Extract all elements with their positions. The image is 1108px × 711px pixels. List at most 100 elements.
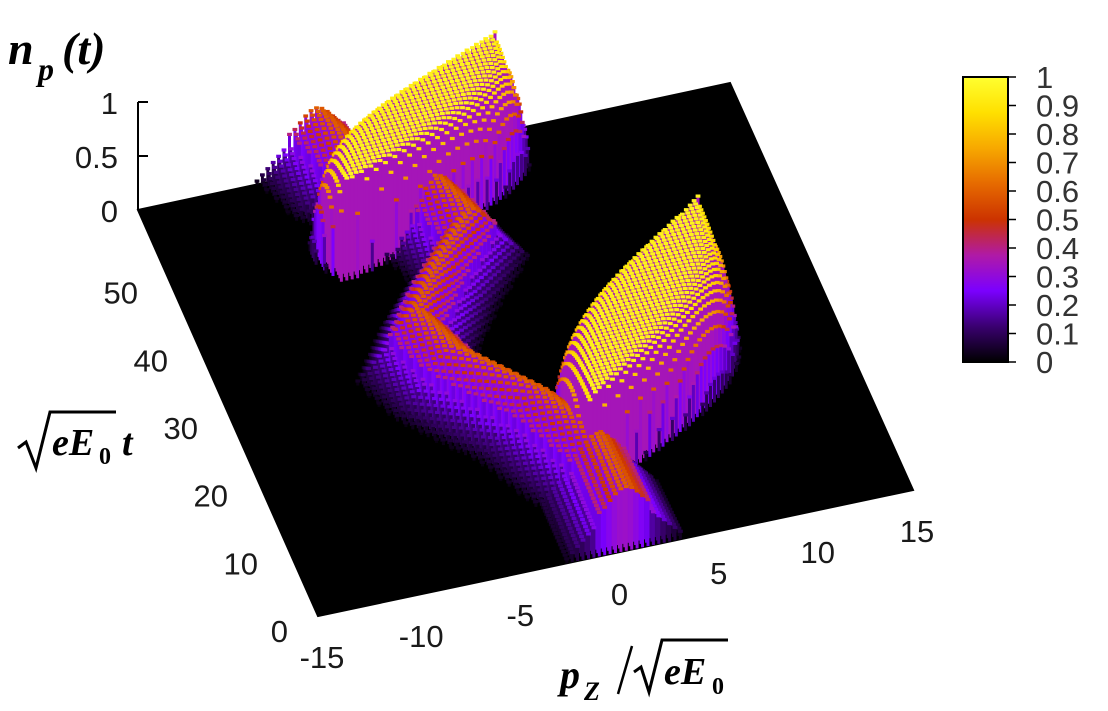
surface-cap — [330, 171, 335, 175]
surface-cap — [437, 185, 442, 189]
surface-cap — [417, 223, 422, 227]
surface-cap — [621, 280, 627, 284]
surface-cap — [459, 328, 464, 332]
surface-cap — [440, 112, 445, 116]
surface-cap — [421, 82, 426, 86]
surface-cap — [714, 261, 719, 265]
surface-cap — [400, 91, 406, 95]
surface-cap — [409, 271, 415, 275]
surface-cap — [677, 261, 683, 265]
surface-cap — [472, 327, 478, 331]
surface-cap — [306, 209, 312, 213]
surface-cap — [357, 151, 362, 155]
surface-cap — [466, 252, 472, 256]
surface-cap — [433, 403, 439, 408]
surface-cap — [440, 220, 446, 225]
surface-cap — [390, 133, 396, 137]
surface-cap — [410, 224, 415, 228]
surface-cap — [357, 166, 363, 170]
surface-cap — [404, 230, 410, 234]
surface-cap — [463, 122, 468, 127]
surface-cap — [323, 183, 328, 188]
surface-cap — [630, 261, 635, 265]
surface-cap — [713, 274, 719, 278]
surface-cap — [639, 255, 645, 259]
surface-cap — [477, 309, 482, 313]
surface-cap — [410, 99, 416, 103]
surface-cap — [433, 340, 439, 344]
surface-cap — [496, 269, 501, 274]
surface-cap — [411, 395, 417, 399]
surface-cap — [470, 298, 475, 303]
surface-cap — [511, 256, 517, 260]
surface-cap — [355, 379, 361, 383]
surface-cap — [444, 81, 449, 85]
surface-cap — [432, 266, 438, 270]
surface-cap — [424, 89, 429, 93]
surface-cap — [708, 242, 713, 246]
surface-cap — [369, 239, 375, 243]
surface-cap — [446, 337, 451, 341]
surface-cap — [315, 109, 321, 114]
surface-cap — [388, 115, 394, 119]
surface-cap — [398, 376, 404, 380]
surface-cap — [333, 176, 338, 180]
surface-cap — [445, 355, 450, 359]
surface-cap — [428, 73, 434, 77]
surface-cap — [294, 213, 299, 217]
surface-cap — [462, 96, 468, 100]
surface-cap — [363, 139, 369, 143]
surface-cap — [335, 127, 341, 131]
surface-cap — [490, 38, 495, 42]
surface-cap — [407, 118, 413, 122]
surface-cap — [413, 234, 418, 238]
surface-cap — [344, 140, 349, 144]
surface-cap — [486, 234, 491, 238]
surface-cap — [425, 118, 430, 122]
surface-cap — [288, 194, 293, 198]
surface-cap — [632, 278, 637, 282]
surface-cap — [683, 234, 689, 238]
surface-cap — [482, 238, 488, 242]
surface-cap — [439, 362, 445, 366]
surface-cap — [397, 252, 402, 256]
surface-cap — [275, 175, 281, 179]
surface-cap — [297, 121, 303, 125]
surface-cap — [665, 234, 671, 238]
surface-cap — [391, 136, 397, 140]
surface-cap — [311, 174, 317, 178]
surface-cap — [418, 227, 424, 232]
surface-cap — [336, 131, 342, 135]
surface-cap — [653, 273, 659, 277]
surface-cap — [413, 304, 419, 308]
surface-cap — [460, 313, 465, 317]
surface-cap — [331, 153, 337, 157]
surface-cap — [324, 186, 330, 190]
surface-cap — [479, 275, 484, 280]
surface-cap — [398, 98, 404, 102]
surface-cap — [734, 338, 740, 342]
surface-cap — [434, 325, 440, 329]
surface-cap — [478, 242, 484, 246]
surface-cap — [477, 63, 483, 67]
surface-cap — [715, 252, 720, 256]
surface-cap — [432, 299, 437, 304]
surface-cap — [479, 82, 485, 86]
surface-cap — [436, 262, 442, 266]
surface-cap — [489, 105, 495, 109]
surface-cap — [344, 176, 350, 180]
surface-cap — [403, 108, 408, 112]
surface-cap — [448, 320, 454, 324]
surface-cap — [406, 346, 411, 350]
surface-cap — [487, 46, 493, 50]
surface-cap — [443, 270, 448, 274]
surface-cap — [507, 169, 513, 173]
surface-cap — [440, 141, 446, 146]
surface-cap — [423, 100, 428, 104]
surface-cap — [391, 259, 397, 263]
surface-cap — [668, 226, 673, 230]
surface-cap — [432, 362, 438, 366]
surface-cap — [629, 271, 634, 275]
surface-cap — [467, 80, 473, 84]
